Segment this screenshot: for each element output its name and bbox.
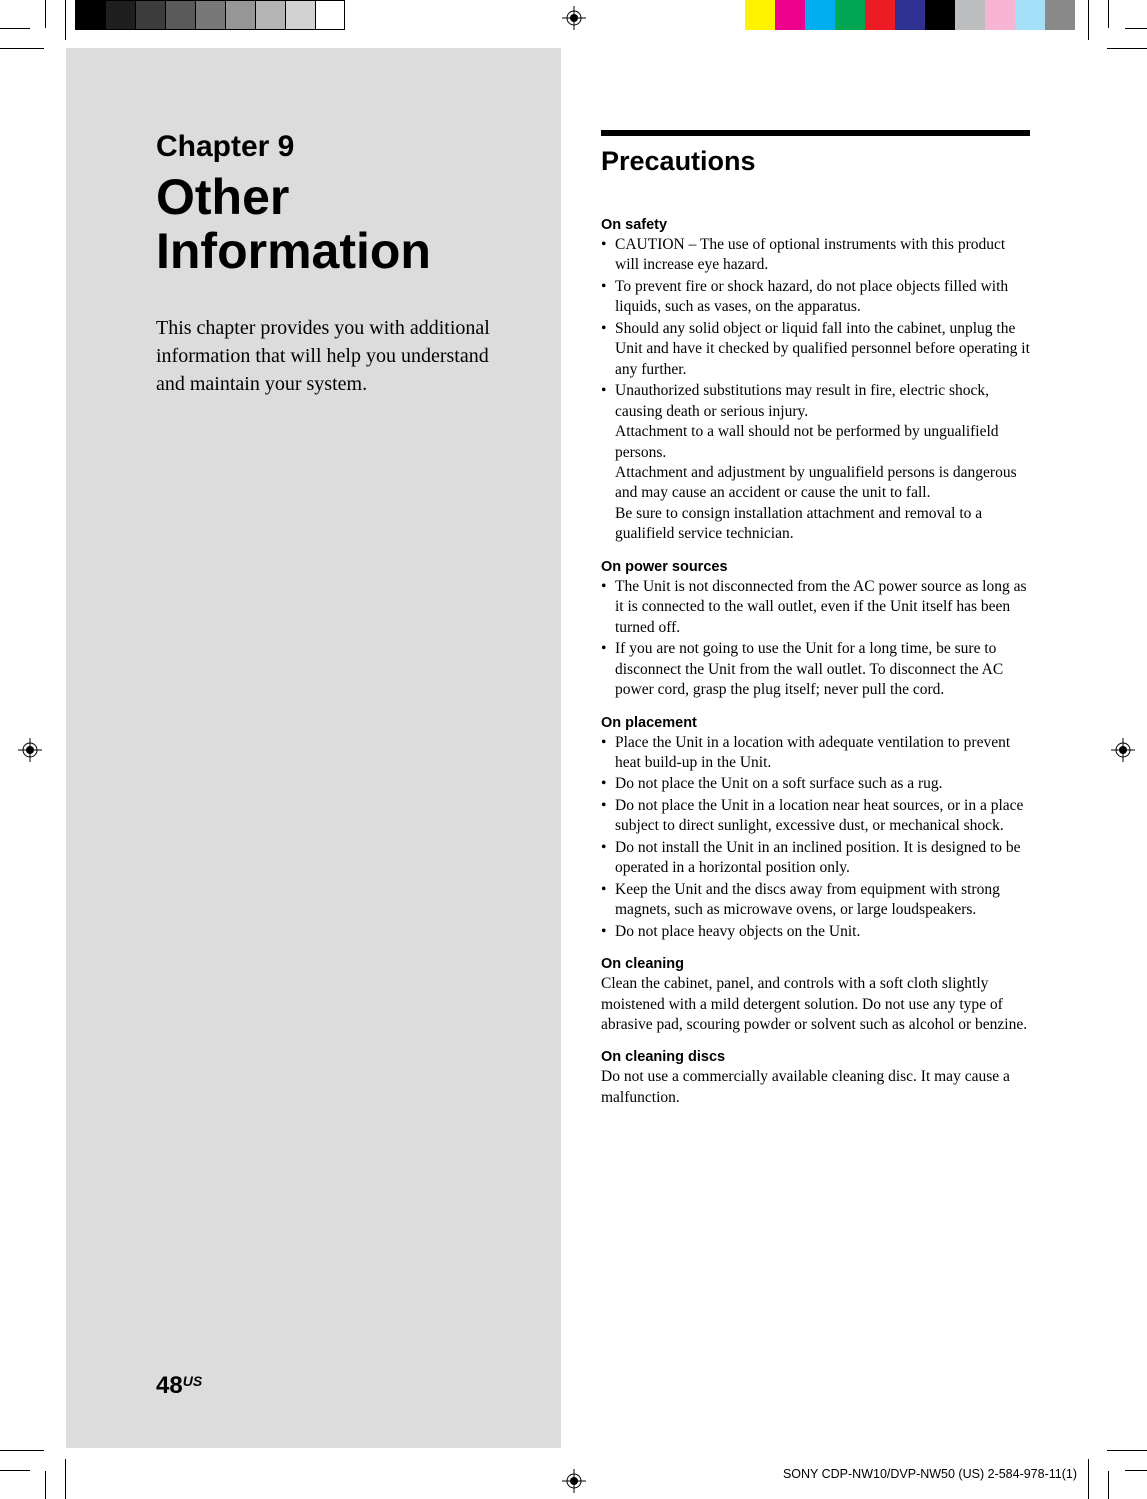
color-swatch: [865, 0, 895, 30]
crop-mark: [1108, 0, 1109, 28]
bullet-text-line: Do not place the Unit on a soft surface …: [615, 774, 1030, 794]
subsection-heading: On placement: [601, 715, 1030, 731]
crop-mark: [1088, 0, 1089, 40]
subsection-heading: On cleaning: [601, 956, 1030, 972]
color-swatch: [805, 0, 835, 30]
page-number: 48US: [156, 1372, 202, 1400]
gray-swatch: [255, 0, 285, 30]
color-calibration-bar: [745, 0, 1075, 30]
bullet-item: Do not place the Unit on a soft surface …: [601, 774, 1030, 794]
gray-swatch: [165, 0, 195, 30]
bullet-item: If you are not going to use the Unit for…: [601, 639, 1030, 700]
paragraph: Clean the cabinet, panel, and controls w…: [601, 974, 1030, 1035]
color-swatch: [955, 0, 985, 30]
bullet-item: Unauthorized substitutions may result in…: [601, 381, 1030, 545]
gray-swatch: [75, 0, 105, 30]
chapter-title: Other Information: [156, 170, 506, 278]
chapter-intro: This chapter provides you with additiona…: [156, 314, 506, 398]
crop-mark: [1125, 1470, 1147, 1471]
bullet-item: Place the Unit in a location with adequa…: [601, 733, 1030, 774]
subsection-heading: On safety: [601, 217, 1030, 233]
registration-mark-icon: [1111, 738, 1135, 762]
crop-mark: [1107, 48, 1147, 49]
crop-mark: [1088, 1459, 1089, 1499]
bullet-list: Place the Unit in a location with adequa…: [601, 733, 1030, 943]
color-swatch: [1015, 0, 1045, 30]
bullet-text-line: Unauthorized substitutions may result in…: [615, 381, 1030, 422]
right-column: Precautions On safety CAUTION – The use o…: [561, 48, 1090, 1448]
crop-mark: [1125, 28, 1147, 29]
crop-mark: [1108, 1471, 1109, 1499]
color-swatch: [1045, 0, 1075, 30]
bullet-text-line: Do not install the Unit in an inclined p…: [615, 838, 1030, 879]
crop-mark: [0, 1470, 30, 1471]
page-number-suffix: US: [183, 1373, 202, 1389]
left-column: Chapter 9 Other Information This chapter…: [66, 48, 561, 1448]
bullet-item: Should any solid object or liquid fall i…: [601, 319, 1030, 380]
crop-mark: [65, 0, 66, 40]
bullet-item: CAUTION – The use of optional instrument…: [601, 235, 1030, 276]
bullet-list: CAUTION – The use of optional instrument…: [601, 235, 1030, 545]
bullet-list: The Unit is not disconnected from the AC…: [601, 577, 1030, 701]
crop-mark: [1107, 1450, 1147, 1451]
bullet-text-line: The Unit is not disconnected from the AC…: [615, 577, 1030, 638]
registration-mark-icon: [562, 1469, 586, 1493]
bullet-text-line: To prevent fire or shock hazard, do not …: [615, 277, 1030, 318]
crop-mark: [45, 0, 46, 28]
bullet-text-line: Should any solid object or liquid fall i…: [615, 319, 1030, 380]
crop-mark: [65, 1459, 66, 1499]
footer-doc-id: SONY CDP-NW10/DVP-NW50 (US) 2-584-978-11…: [783, 1467, 1077, 1481]
gray-swatch: [105, 0, 135, 30]
bullet-item: The Unit is not disconnected from the AC…: [601, 577, 1030, 638]
color-swatch: [985, 0, 1015, 30]
color-swatch: [835, 0, 865, 30]
bullet-text-line: If you are not going to use the Unit for…: [615, 639, 1030, 700]
bullet-item: Do not place the Unit in a location near…: [601, 796, 1030, 837]
bullet-item: Do not install the Unit in an inclined p…: [601, 838, 1030, 879]
grayscale-calibration-bar: [75, 0, 345, 30]
gray-swatch: [195, 0, 225, 30]
subsection-heading: On cleaning discs: [601, 1049, 1030, 1065]
color-swatch: [745, 0, 775, 30]
bullet-text-line: Do not place the Unit in a location near…: [615, 796, 1030, 837]
gray-swatch: [285, 0, 315, 30]
crop-mark: [0, 48, 44, 49]
bullet-item: Do not place heavy objects on the Unit.: [601, 922, 1030, 942]
gray-swatch: [135, 0, 165, 30]
bullet-item: To prevent fire or shock hazard, do not …: [601, 277, 1030, 318]
crop-mark: [0, 1450, 44, 1451]
bullet-item: Keep the Unit and the discs away from eq…: [601, 880, 1030, 921]
bullet-text-line: Place the Unit in a location with adequa…: [615, 733, 1030, 774]
crop-mark: [0, 28, 30, 29]
gray-swatch: [315, 0, 345, 30]
chapter-label: Chapter 9: [156, 130, 506, 164]
section-title: Precautions: [601, 146, 1030, 177]
section-rule: [601, 130, 1030, 136]
bullet-text-line: Do not place heavy objects on the Unit.: [615, 922, 1030, 942]
bullet-text-line: CAUTION – The use of optional instrument…: [615, 235, 1030, 276]
color-swatch: [895, 0, 925, 30]
page-number-value: 48: [156, 1372, 183, 1399]
bullet-text-line: Attachment and adjustment by ungualifiel…: [615, 463, 1030, 504]
page-content: Chapter 9 Other Information This chapter…: [66, 48, 1090, 1448]
content-groups: On safety CAUTION – The use of optional i…: [601, 217, 1030, 1108]
bullet-text-line: Be sure to consign installation attachme…: [615, 504, 1030, 545]
crop-mark: [45, 1471, 46, 1499]
bullet-text-line: Keep the Unit and the discs away from eq…: [615, 880, 1030, 921]
gray-swatch: [225, 0, 255, 30]
subsection-heading: On power sources: [601, 559, 1030, 575]
color-swatch: [925, 0, 955, 30]
registration-mark-icon: [18, 738, 42, 762]
color-swatch: [775, 0, 805, 30]
registration-mark-icon: [562, 6, 586, 30]
bullet-text-line: Attachment to a wall should not be perfo…: [615, 422, 1030, 463]
paragraph: Do not use a commercially available clea…: [601, 1067, 1030, 1108]
